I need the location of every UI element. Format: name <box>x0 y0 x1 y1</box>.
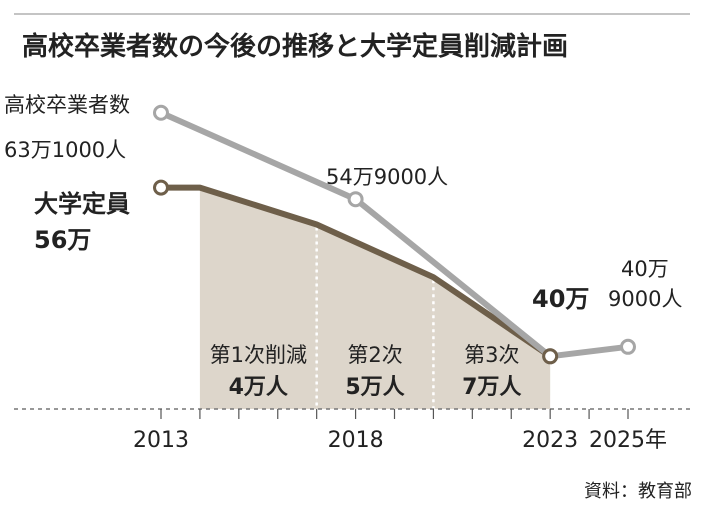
graduates-2018-label: 54万9000人 <box>326 165 448 189</box>
graduates-series-label: 高校卒業者数 <box>4 93 130 117</box>
phase-3-name: 第3次 <box>464 343 519 367</box>
x-tick-label-2023: 2023 <box>522 428 578 453</box>
phase-area-1 <box>199 187 317 409</box>
capacity-line <box>158 184 554 360</box>
series-markers <box>153 104 636 365</box>
capacity-marker-2023 <box>542 348 559 365</box>
phase-2-name: 第2次 <box>347 343 402 367</box>
chart-title: 高校卒業者数の今後の推移と大学定員削減計画 <box>22 31 568 62</box>
x-axis-ticks: 2013 2018 2023 2025年 <box>133 409 667 453</box>
x-tick-label-2018: 2018 <box>328 428 384 453</box>
series-lines <box>158 109 631 360</box>
graduates-marker-2013 <box>153 104 169 121</box>
graduates-2013-label: 63万1000人 <box>4 138 126 162</box>
phase-areas: 第1次削減 4万人 第2次 5万人 第3次 7万人 <box>199 187 551 409</box>
phase-area-2 <box>316 224 434 409</box>
graduates-2025-label-line1: 40万 <box>621 257 669 281</box>
graduates-line <box>158 109 631 360</box>
phase-2-cut: 5万人 <box>345 375 404 400</box>
capacity-marker-2013 <box>153 179 169 196</box>
x-tick-label-2025: 2025年 <box>589 428 667 453</box>
graduates-marker-2025 <box>620 338 636 355</box>
phase-area-3 <box>433 277 551 409</box>
source-label: 資料：教育部 <box>584 481 692 502</box>
capacity-2013-label: 56万 <box>34 226 91 254</box>
x-tick-label-2013: 2013 <box>133 428 189 453</box>
capacity-series-label: 大学定員 <box>34 190 130 218</box>
phase-3-cut: 7万人 <box>462 375 521 400</box>
phase-1-name: 第1次削減 <box>210 343 307 367</box>
graduates-marker-2018 <box>347 191 364 208</box>
phase-1-cut: 4万人 <box>229 375 288 400</box>
value-2023-label: 40万 <box>532 285 589 313</box>
graduates-2025-label-line2: 9000人 <box>608 287 682 311</box>
